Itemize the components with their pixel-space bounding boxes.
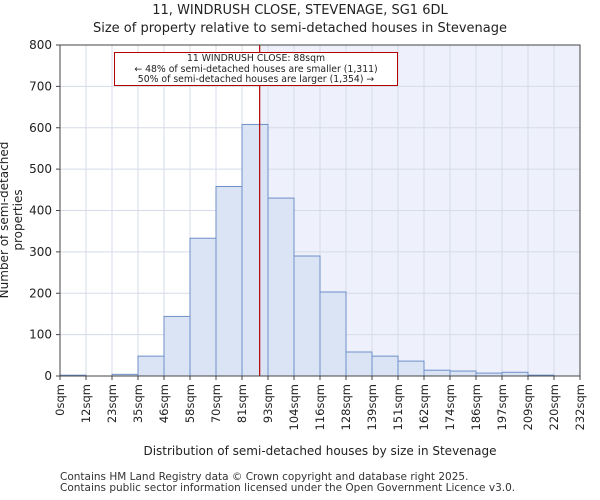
histogram-bar bbox=[345, 351, 373, 377]
histogram-bar bbox=[449, 370, 477, 377]
y-tick-label: 0 bbox=[44, 369, 52, 383]
footer-line-copyright: Contains HM Land Registry data © Crown c… bbox=[60, 471, 469, 483]
y-tick-label: 500 bbox=[29, 162, 52, 176]
x-tick-label: 128sqm bbox=[339, 384, 353, 430]
x-tick-label: 81sqm bbox=[235, 384, 249, 423]
histogram-bar bbox=[215, 186, 243, 377]
histogram-bar bbox=[423, 369, 451, 377]
histogram-bar bbox=[397, 360, 425, 377]
annotation-line-property: 11 WINDRUSH CLOSE: 88sqm bbox=[186, 53, 326, 64]
x-tick-label: 186sqm bbox=[469, 384, 483, 430]
histogram-bar bbox=[163, 315, 191, 377]
histogram-bar bbox=[189, 237, 217, 377]
y-axis-label: Number of semi-detached properties bbox=[0, 141, 25, 299]
y-tick-label: 400 bbox=[29, 204, 52, 218]
histogram-bar bbox=[241, 123, 269, 377]
x-tick-label: 70sqm bbox=[209, 384, 223, 423]
y-tick-label: 700 bbox=[29, 79, 52, 93]
title-line-address: 11, WINDRUSH CLOSE, STEVENAGE, SG1 6DL bbox=[152, 3, 448, 18]
x-tick-label: 116sqm bbox=[313, 384, 327, 430]
histogram-bar bbox=[319, 291, 347, 377]
chart-title: 11, WINDRUSH CLOSE, STEVENAGE, SG1 6DL S… bbox=[0, 2, 600, 38]
annotation-line-smaller: ← 48% of semi-detached houses are smalle… bbox=[134, 63, 378, 75]
x-tick-label: 209sqm bbox=[521, 384, 535, 430]
x-tick-label: 174sqm bbox=[443, 384, 457, 430]
x-tick-label: 197sqm bbox=[495, 384, 509, 430]
y-tick-label: 600 bbox=[29, 121, 52, 135]
x-tick-label: 162sqm bbox=[417, 384, 431, 430]
y-tick-label: 800 bbox=[29, 38, 52, 52]
y-tick-label: 300 bbox=[29, 245, 52, 259]
histogram-bar bbox=[137, 355, 165, 377]
y-tick-label: 200 bbox=[29, 286, 52, 300]
histogram-bar bbox=[371, 355, 399, 377]
x-tick-label: 220sqm bbox=[547, 384, 561, 430]
property-annotation-box: 11 WINDRUSH CLOSE: 88sqm ← 48% of semi-d… bbox=[114, 52, 398, 86]
x-tick-label: 0sqm bbox=[53, 384, 67, 416]
x-tick-label: 151sqm bbox=[391, 384, 405, 430]
x-tick-label: 23sqm bbox=[105, 384, 119, 423]
x-tick-label: 93sqm bbox=[261, 384, 275, 423]
x-tick-label: 35sqm bbox=[131, 384, 145, 423]
footer-line-licence: Contains public sector information licen… bbox=[60, 482, 516, 494]
x-tick-label: 104sqm bbox=[287, 384, 301, 430]
x-tick-label: 46sqm bbox=[157, 384, 171, 423]
histogram-bar bbox=[293, 255, 321, 377]
x-tick-label: 12sqm bbox=[79, 384, 93, 423]
x-tick-label: 232sqm bbox=[573, 384, 587, 430]
annotation-line-larger: 50% of semi-detached houses are larger (… bbox=[137, 74, 375, 85]
x-tick-label: 139sqm bbox=[365, 384, 379, 430]
x-axis-label: Distribution of semi-detached houses by … bbox=[143, 444, 497, 458]
x-tick-label: 58sqm bbox=[183, 384, 197, 423]
title-line-subtitle: Size of property relative to semi-detach… bbox=[92, 21, 508, 36]
histogram-bar bbox=[267, 197, 295, 377]
y-tick-label: 100 bbox=[29, 328, 52, 342]
attribution-footer: Contains HM Land Registry data © Crown c… bbox=[60, 472, 515, 494]
histogram-bar bbox=[501, 371, 529, 377]
